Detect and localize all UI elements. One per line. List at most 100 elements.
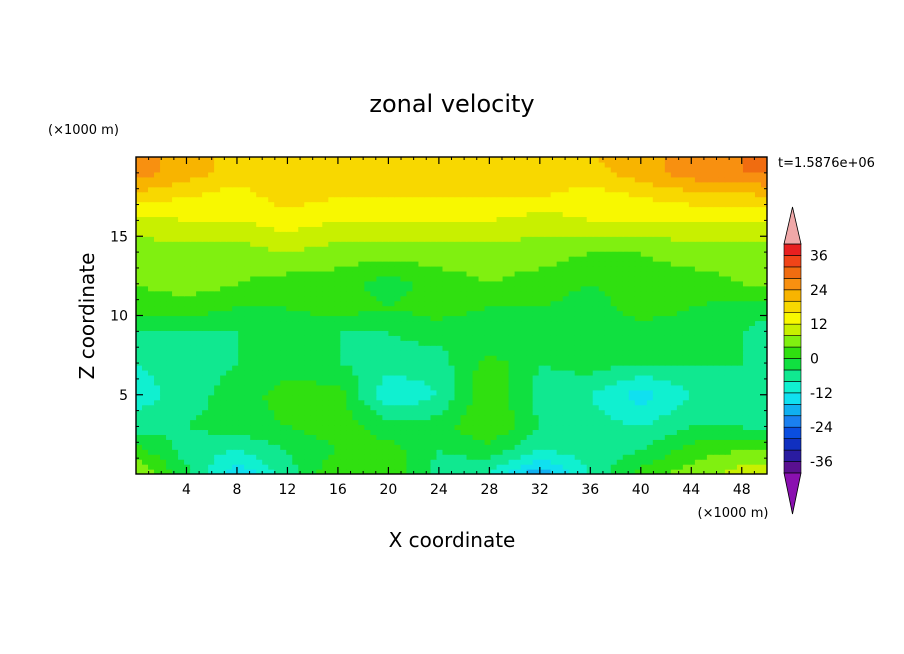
field-cell (286, 256, 293, 262)
field-cell (724, 256, 732, 262)
field-cell (682, 305, 690, 312)
field-cell (676, 434, 684, 440)
field-cell (178, 285, 185, 292)
field-cell (664, 374, 672, 381)
field-cell (274, 444, 281, 450)
field-cell (286, 355, 293, 361)
field-cell (448, 345, 456, 351)
field-cell (268, 285, 275, 292)
field-cell (502, 275, 510, 282)
field-cell (634, 251, 642, 257)
field-cell (298, 389, 305, 396)
field-cell (724, 389, 732, 396)
field-cell (232, 419, 239, 426)
field-cell (706, 241, 714, 247)
field-cell (310, 290, 317, 297)
field-cell (718, 340, 726, 346)
field-cell (550, 394, 558, 401)
field-cell (292, 414, 299, 421)
field-cell (700, 241, 708, 247)
field-cell (358, 399, 365, 406)
field-cell (352, 439, 359, 445)
field-cell (610, 419, 618, 426)
field-cell (190, 409, 197, 416)
field-cell (616, 424, 624, 431)
field-cell (736, 335, 744, 341)
field-cell (514, 379, 522, 386)
field-cell (190, 325, 197, 331)
field-cell (262, 439, 269, 445)
field-cell (550, 399, 558, 406)
field-cell (532, 275, 540, 282)
field-cell (484, 454, 492, 460)
field-cell (460, 256, 468, 262)
field-cell (358, 355, 365, 361)
field-cell (418, 256, 426, 262)
field-cell (454, 449, 462, 455)
field-cell (298, 325, 305, 331)
field-cell (286, 290, 293, 297)
field-cell (286, 374, 293, 381)
field-cell (352, 315, 359, 322)
field-cell (292, 389, 299, 396)
field-cell (544, 256, 552, 262)
field-cell (706, 424, 714, 431)
field-cell (610, 434, 618, 440)
field-cell (328, 365, 335, 371)
field-cell (664, 295, 672, 302)
field-cell (598, 251, 606, 257)
field-cell (670, 355, 678, 361)
field-cell (232, 251, 239, 257)
field-cell (652, 404, 660, 411)
field-cell (364, 355, 371, 361)
field-cell (724, 320, 732, 326)
field-cell (754, 355, 762, 361)
field-cell (310, 256, 317, 262)
field-cell (478, 355, 486, 361)
field-cell (676, 439, 684, 445)
field-cell (658, 330, 666, 336)
field-cell (592, 340, 600, 346)
field-cell (502, 444, 510, 450)
field-cell (166, 434, 173, 440)
field-cell (532, 251, 540, 257)
field-cell (280, 275, 287, 282)
field-cell (184, 384, 191, 391)
field-cell (382, 261, 389, 267)
field-cell (652, 320, 660, 326)
field-cell (544, 261, 552, 267)
field-cell (634, 241, 642, 247)
field-cell (370, 261, 377, 267)
field-cell (226, 389, 233, 396)
field-cell (658, 374, 666, 381)
field-cell (148, 389, 155, 396)
field-cell (568, 444, 576, 450)
field-cell (406, 310, 414, 317)
field-cell (286, 394, 293, 401)
field-cell (544, 374, 552, 381)
field-cell (706, 305, 714, 312)
field-cell (550, 414, 558, 421)
field-cell (496, 246, 504, 252)
field-cell (718, 320, 726, 326)
field-cell (538, 434, 546, 440)
field-cell (334, 369, 341, 376)
field-cell (532, 434, 540, 440)
field-cell (418, 424, 426, 431)
field-cell (364, 469, 371, 474)
field-cell (376, 330, 383, 336)
field-cell (376, 315, 383, 322)
field-cell (436, 335, 444, 341)
field-cell (538, 261, 546, 267)
field-cell (292, 449, 299, 455)
field-cell (220, 449, 227, 455)
field-cell (742, 325, 750, 331)
field-cell (256, 394, 263, 401)
field-cell (196, 360, 203, 366)
field-cell (256, 414, 263, 421)
field-cell (250, 429, 257, 435)
field-cell (298, 454, 305, 460)
field-cell (274, 305, 281, 312)
field-cell (538, 275, 546, 282)
field-cell (580, 325, 588, 331)
